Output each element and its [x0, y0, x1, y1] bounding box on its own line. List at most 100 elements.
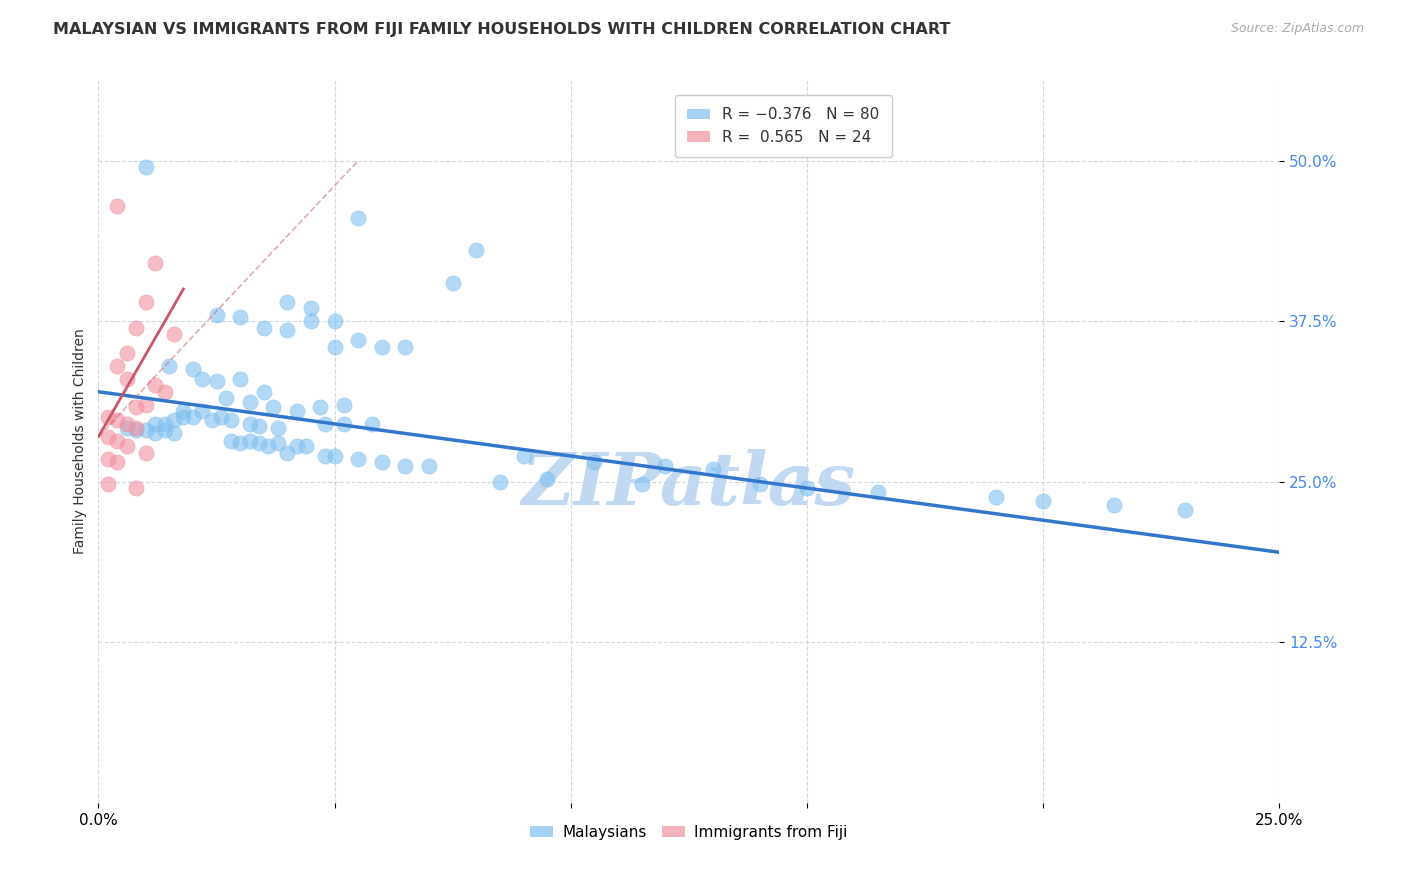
Malaysians: [172, 410, 194, 425]
Immigrants from Fiji: [135, 294, 157, 309]
Malaysians: [229, 372, 252, 386]
Malaysians: [229, 436, 252, 450]
Malaysians: [201, 413, 224, 427]
Immigrants from Fiji: [115, 439, 138, 453]
Immigrants from Fiji: [105, 359, 128, 373]
Immigrants from Fiji: [105, 455, 128, 469]
Malaysians: [984, 490, 1007, 504]
Immigrants from Fiji: [105, 413, 128, 427]
Malaysians: [253, 320, 276, 334]
Immigrants from Fiji: [105, 198, 128, 212]
Malaysians: [371, 455, 394, 469]
Malaysians: [796, 481, 818, 495]
Immigrants from Fiji: [97, 451, 120, 466]
Malaysians: [361, 417, 384, 431]
Malaysians: [267, 421, 290, 435]
Malaysians: [191, 404, 214, 418]
Immigrants from Fiji: [125, 320, 148, 334]
Malaysians: [229, 310, 252, 325]
Immigrants from Fiji: [135, 446, 157, 460]
Immigrants from Fiji: [105, 434, 128, 448]
Malaysians: [654, 459, 676, 474]
Malaysians: [135, 423, 157, 437]
Malaysians: [205, 308, 228, 322]
Text: MALAYSIAN VS IMMIGRANTS FROM FIJI FAMILY HOUSEHOLDS WITH CHILDREN CORRELATION CH: MALAYSIAN VS IMMIGRANTS FROM FIJI FAMILY…: [53, 22, 950, 37]
Malaysians: [205, 375, 228, 389]
Immigrants from Fiji: [125, 481, 148, 495]
Malaysians: [239, 417, 262, 431]
Malaysians: [239, 434, 262, 448]
Immigrants from Fiji: [143, 256, 166, 270]
Malaysians: [285, 404, 308, 418]
Malaysians: [323, 314, 346, 328]
Immigrants from Fiji: [97, 430, 120, 444]
Malaysians: [583, 455, 606, 469]
Malaysians: [1032, 494, 1054, 508]
Malaysians: [323, 340, 346, 354]
Malaysians: [418, 459, 440, 474]
Immigrants from Fiji: [115, 346, 138, 360]
Malaysians: [465, 244, 488, 258]
Malaysians: [219, 434, 242, 448]
Malaysians: [748, 477, 770, 491]
Malaysians: [172, 404, 194, 418]
Malaysians: [536, 472, 558, 486]
Malaysians: [247, 436, 270, 450]
Immigrants from Fiji: [97, 477, 120, 491]
Immigrants from Fiji: [163, 326, 186, 341]
Immigrants from Fiji: [115, 417, 138, 431]
Malaysians: [153, 417, 176, 431]
Malaysians: [309, 400, 332, 414]
Malaysians: [276, 323, 298, 337]
Immigrants from Fiji: [153, 384, 176, 399]
Malaysians: [153, 423, 176, 437]
Immigrants from Fiji: [97, 410, 120, 425]
Malaysians: [181, 361, 204, 376]
Malaysians: [333, 398, 356, 412]
Malaysians: [333, 417, 356, 431]
Legend: Malaysians, Immigrants from Fiji: Malaysians, Immigrants from Fiji: [524, 819, 853, 846]
Malaysians: [299, 301, 322, 316]
Immigrants from Fiji: [115, 372, 138, 386]
Malaysians: [135, 160, 157, 174]
Malaysians: [181, 410, 204, 425]
Immigrants from Fiji: [125, 400, 148, 414]
Text: Source: ZipAtlas.com: Source: ZipAtlas.com: [1230, 22, 1364, 36]
Malaysians: [314, 449, 336, 463]
Malaysians: [1174, 503, 1197, 517]
Malaysians: [163, 425, 186, 440]
Malaysians: [157, 359, 180, 373]
Malaysians: [347, 334, 370, 348]
Malaysians: [215, 391, 238, 405]
Malaysians: [347, 451, 370, 466]
Malaysians: [262, 400, 284, 414]
Malaysians: [347, 211, 370, 226]
Malaysians: [143, 425, 166, 440]
Immigrants from Fiji: [125, 421, 148, 435]
Immigrants from Fiji: [135, 398, 157, 412]
Malaysians: [441, 276, 464, 290]
Malaysians: [314, 417, 336, 431]
Malaysians: [143, 417, 166, 431]
Malaysians: [191, 372, 214, 386]
Malaysians: [276, 294, 298, 309]
Malaysians: [257, 439, 280, 453]
Malaysians: [253, 384, 276, 399]
Malaysians: [299, 314, 322, 328]
Malaysians: [630, 477, 652, 491]
Text: ZIPatlas: ZIPatlas: [522, 450, 856, 520]
Malaysians: [323, 449, 346, 463]
Malaysians: [285, 439, 308, 453]
Malaysians: [267, 436, 290, 450]
Malaysians: [239, 395, 262, 409]
Y-axis label: Family Households with Children: Family Households with Children: [73, 328, 87, 555]
Malaysians: [247, 419, 270, 434]
Malaysians: [866, 485, 889, 500]
Malaysians: [394, 459, 416, 474]
Malaysians: [489, 475, 512, 489]
Malaysians: [702, 462, 724, 476]
Malaysians: [125, 423, 148, 437]
Malaysians: [295, 439, 318, 453]
Malaysians: [371, 340, 394, 354]
Malaysians: [219, 413, 242, 427]
